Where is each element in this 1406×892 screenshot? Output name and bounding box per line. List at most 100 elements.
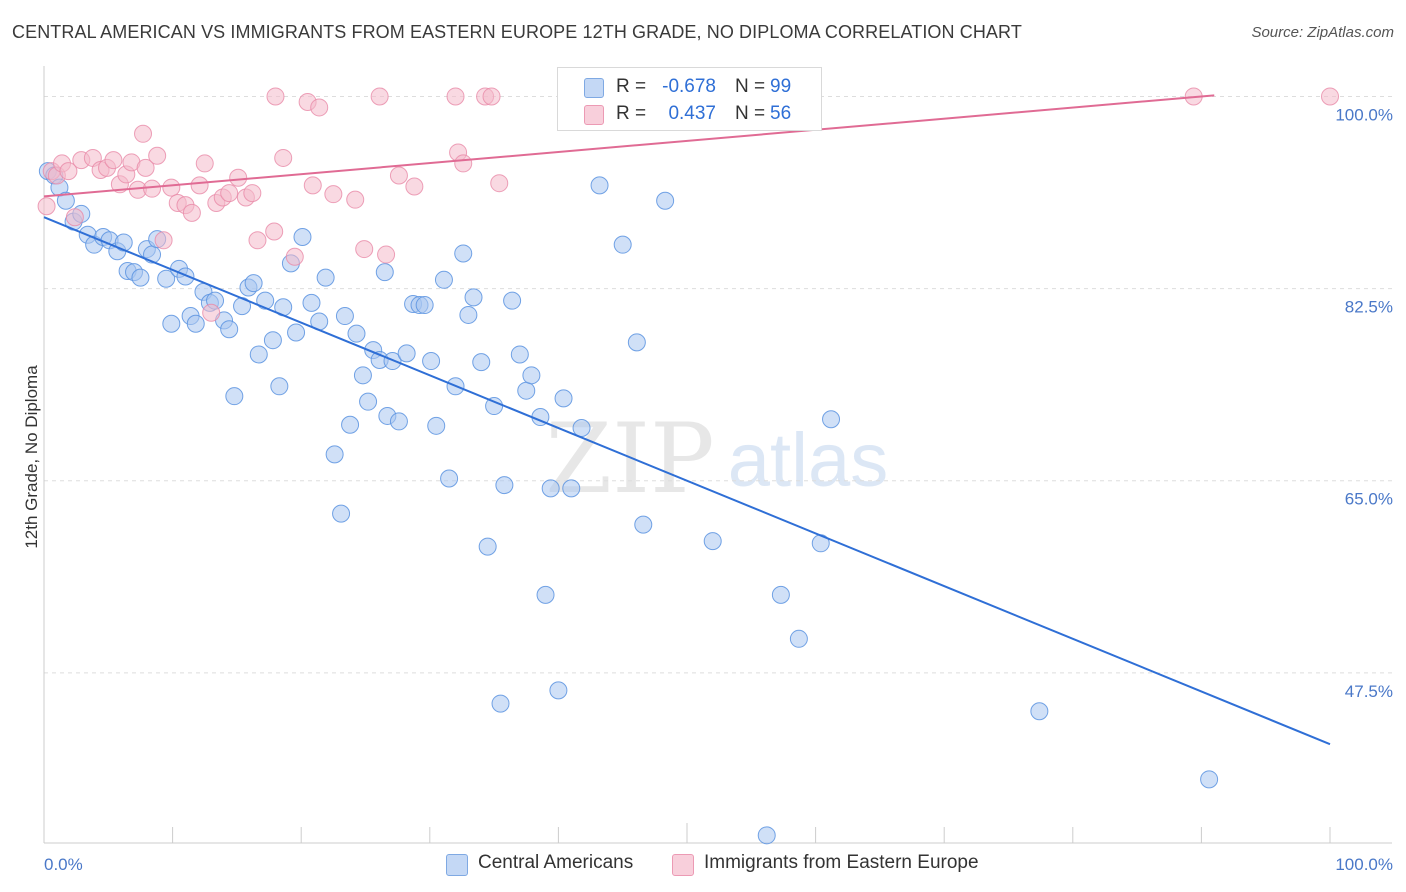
data-point-central-americans: [220, 320, 239, 339]
data-point-eastern-europe: [346, 190, 365, 209]
data-point-central-americans: [554, 389, 573, 408]
data-point-central-americans: [789, 629, 808, 648]
data-point-eastern-europe: [1321, 87, 1339, 106]
data-point-central-americans: [225, 387, 244, 406]
data-point-central-americans: [335, 307, 354, 326]
legend-swatch-pink: [584, 105, 604, 125]
data-point-central-americans: [415, 296, 434, 315]
data-point-central-americans: [293, 227, 312, 246]
data-point-central-americans: [459, 305, 478, 324]
correlation-legend: R = -0.678 N = 99 R = 0.437 N = 56: [557, 67, 822, 131]
data-point-eastern-europe: [285, 247, 304, 266]
data-point-eastern-europe: [370, 87, 389, 106]
y-tick-label: 65.0%: [1345, 490, 1393, 509]
data-point-eastern-europe: [220, 184, 239, 203]
data-point-eastern-europe: [324, 185, 343, 204]
data-point-central-americans: [1030, 702, 1049, 721]
data-point-central-americans: [176, 267, 195, 286]
data-point-eastern-europe: [136, 158, 155, 177]
legend-n-value: 56: [770, 103, 792, 124]
data-point-eastern-europe: [134, 124, 153, 143]
trend-line-eastern-europe: [43, 94, 1215, 198]
data-point-central-americans: [347, 324, 366, 343]
legend-n-label: N =: [735, 76, 766, 97]
data-point-central-americans: [287, 323, 306, 342]
data-point-central-americans: [427, 416, 446, 435]
data-point-eastern-europe: [310, 98, 329, 117]
data-point-eastern-europe: [202, 303, 221, 322]
y-tick-label: 100.0%: [1335, 105, 1393, 124]
data-point-central-americans: [434, 270, 453, 289]
data-point-central-americans: [1200, 770, 1219, 789]
data-point-central-americans: [634, 515, 653, 534]
data-point-central-americans: [703, 532, 722, 551]
data-point-central-americans: [656, 191, 675, 210]
watermark-atlas: atlas: [728, 418, 889, 503]
data-point-central-americans: [495, 476, 514, 495]
data-point-central-americans: [332, 504, 351, 523]
data-point-eastern-europe: [490, 174, 509, 193]
data-point-eastern-europe: [37, 197, 56, 216]
data-point-central-americans: [397, 344, 416, 363]
data-point-central-americans: [157, 269, 176, 288]
legend-r-label: R =: [616, 76, 647, 97]
y-axis-title: 12th Grade, No Diploma: [22, 365, 41, 549]
data-point-eastern-europe: [303, 176, 322, 195]
data-point-eastern-europe: [446, 87, 465, 106]
data-point-eastern-europe: [454, 154, 473, 173]
axes: [43, 66, 1392, 844]
data-point-central-americans: [503, 291, 522, 310]
data-point-eastern-europe: [265, 222, 284, 241]
data-point-central-americans: [822, 410, 841, 429]
data-point-central-americans: [353, 366, 372, 385]
data-point-eastern-europe: [266, 87, 285, 106]
data-point-central-americans: [572, 419, 591, 438]
data-point-central-americans: [757, 826, 776, 845]
x-tick-labels: 0.0% 100.0%: [44, 855, 1393, 874]
trend-lines: [43, 94, 1331, 746]
data-point-central-americans: [422, 352, 441, 371]
data-point-central-americans: [375, 263, 394, 282]
data-point-eastern-europe: [182, 203, 201, 222]
data-point-eastern-europe: [405, 177, 424, 196]
data-point-central-americans: [249, 345, 268, 364]
data-point-central-americans: [256, 291, 275, 310]
data-point-central-americans: [472, 353, 491, 372]
data-point-central-americans: [263, 331, 282, 350]
source-credit: Source: ZipAtlas.com: [1251, 24, 1394, 41]
data-point-eastern-europe: [274, 148, 293, 167]
legend-row-eastern-europe: R = 0.437 N = 56: [558, 101, 821, 129]
data-point-eastern-europe: [377, 245, 396, 264]
series-immigrants-eastern-europe: [37, 87, 1339, 322]
chart-title: CENTRAL AMERICAN VS IMMIGRANTS FROM EAST…: [12, 22, 1022, 42]
data-point-central-americans: [325, 445, 344, 464]
data-point-eastern-europe: [229, 168, 248, 187]
legend-row-central-americans: R = -0.678 N = 99: [558, 74, 821, 102]
data-point-central-americans: [510, 345, 529, 364]
data-point-eastern-europe: [482, 87, 501, 106]
trend-line-central-americans: [43, 216, 1331, 746]
data-point-central-americans: [389, 412, 408, 431]
data-point-central-americans: [244, 274, 263, 293]
watermark-zip: ZIP: [545, 403, 714, 515]
data-point-eastern-europe: [65, 208, 84, 227]
y-tick-label: 82.5%: [1345, 298, 1393, 317]
data-point-central-americans: [590, 176, 609, 195]
data-point-eastern-europe: [243, 184, 262, 203]
data-point-central-americans: [440, 469, 459, 488]
data-point-central-americans: [522, 366, 541, 385]
data-point-central-americans: [454, 244, 473, 263]
legend-n-label: N =: [735, 103, 766, 124]
data-point-central-americans: [562, 479, 581, 498]
data-point-central-americans: [464, 288, 483, 307]
legend-swatch-blue: [446, 854, 468, 876]
data-point-eastern-europe: [59, 162, 78, 181]
gridlines: [44, 95, 1392, 674]
data-point-eastern-europe: [190, 176, 209, 195]
data-point-central-americans: [491, 694, 510, 713]
data-point-central-americans: [162, 314, 181, 333]
data-point-central-americans: [478, 537, 497, 556]
data-point-eastern-europe: [148, 146, 167, 165]
legend-swatch-blue: [584, 78, 604, 98]
